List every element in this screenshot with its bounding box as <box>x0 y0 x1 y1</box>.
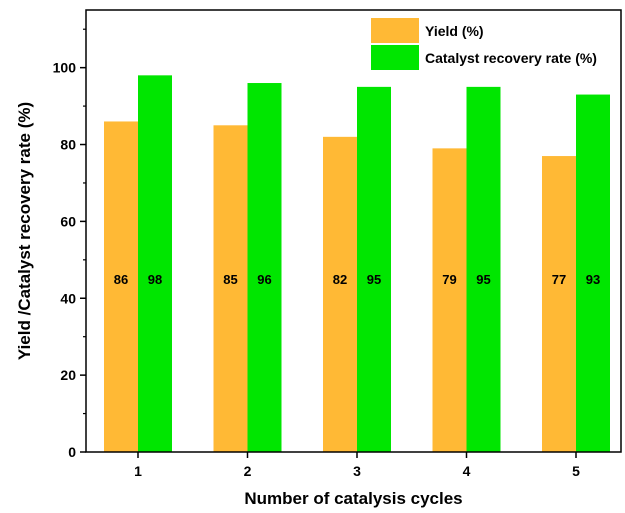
bar-recovery-cycle-2 <box>247 83 282 452</box>
bar-yield-cycle-2 <box>213 125 248 452</box>
x-tick-label-5: 5 <box>572 463 580 479</box>
x-axis: 1 2 3 4 5 <box>134 452 580 479</box>
data-label-yield-cycle-5: 77 <box>552 272 566 287</box>
data-labels-layer: 86 98 85 96 82 95 79 95 77 93 <box>114 272 600 287</box>
bar-recovery-cycle-1 <box>138 75 172 453</box>
bar-recovery-cycle-4 <box>466 86 501 452</box>
y-tick-label-0: 0 <box>68 444 76 460</box>
y-tick-label-20: 20 <box>60 367 76 383</box>
legend-swatch-yield <box>371 18 419 43</box>
data-label-yield-cycle-2: 85 <box>223 272 237 287</box>
data-label-recovery-cycle-1: 98 <box>148 272 162 287</box>
data-label-yield-cycle-3: 82 <box>333 272 347 287</box>
x-tick-label-4: 4 <box>463 463 471 479</box>
y-axis-title: Yield /Catalyst recovery rate (%) <box>15 102 34 360</box>
legend: Yield (%) Catalyst recovery rate (%) <box>371 18 597 70</box>
bar-recovery-cycle-5 <box>576 94 610 452</box>
data-label-recovery-cycle-3: 95 <box>367 272 381 287</box>
bar-yield-cycle-1 <box>104 121 138 452</box>
x-tick-label-3: 3 <box>353 463 361 479</box>
legend-label-recovery: Catalyst recovery rate (%) <box>425 50 597 66</box>
data-label-recovery-cycle-2: 96 <box>257 272 271 287</box>
y-tick-label-40: 40 <box>60 290 76 306</box>
data-label-recovery-cycle-5: 93 <box>586 272 600 287</box>
bars-layer <box>104 75 610 453</box>
y-tick-label-80: 80 <box>60 137 76 153</box>
bar-recovery-cycle-3 <box>357 86 391 452</box>
x-axis-title: Number of catalysis cycles <box>244 489 462 508</box>
y-axis: 0 20 40 60 80 100 <box>53 28 86 460</box>
data-label-yield-cycle-4: 79 <box>442 272 456 287</box>
legend-label-yield: Yield (%) <box>425 23 484 39</box>
x-tick-label-1: 1 <box>134 463 142 479</box>
legend-swatch-recovery <box>371 45 419 70</box>
data-label-yield-cycle-1: 86 <box>114 272 128 287</box>
bar-yield-cycle-5 <box>542 156 576 452</box>
y-tick-label-60: 60 <box>60 213 76 229</box>
bar-yield-cycle-3 <box>323 136 357 452</box>
bar-yield-cycle-4 <box>432 148 467 452</box>
x-tick-label-2: 2 <box>244 463 252 479</box>
data-label-recovery-cycle-4: 95 <box>476 272 490 287</box>
plot-frame <box>85 9 622 453</box>
y-tick-label-100: 100 <box>53 60 77 76</box>
